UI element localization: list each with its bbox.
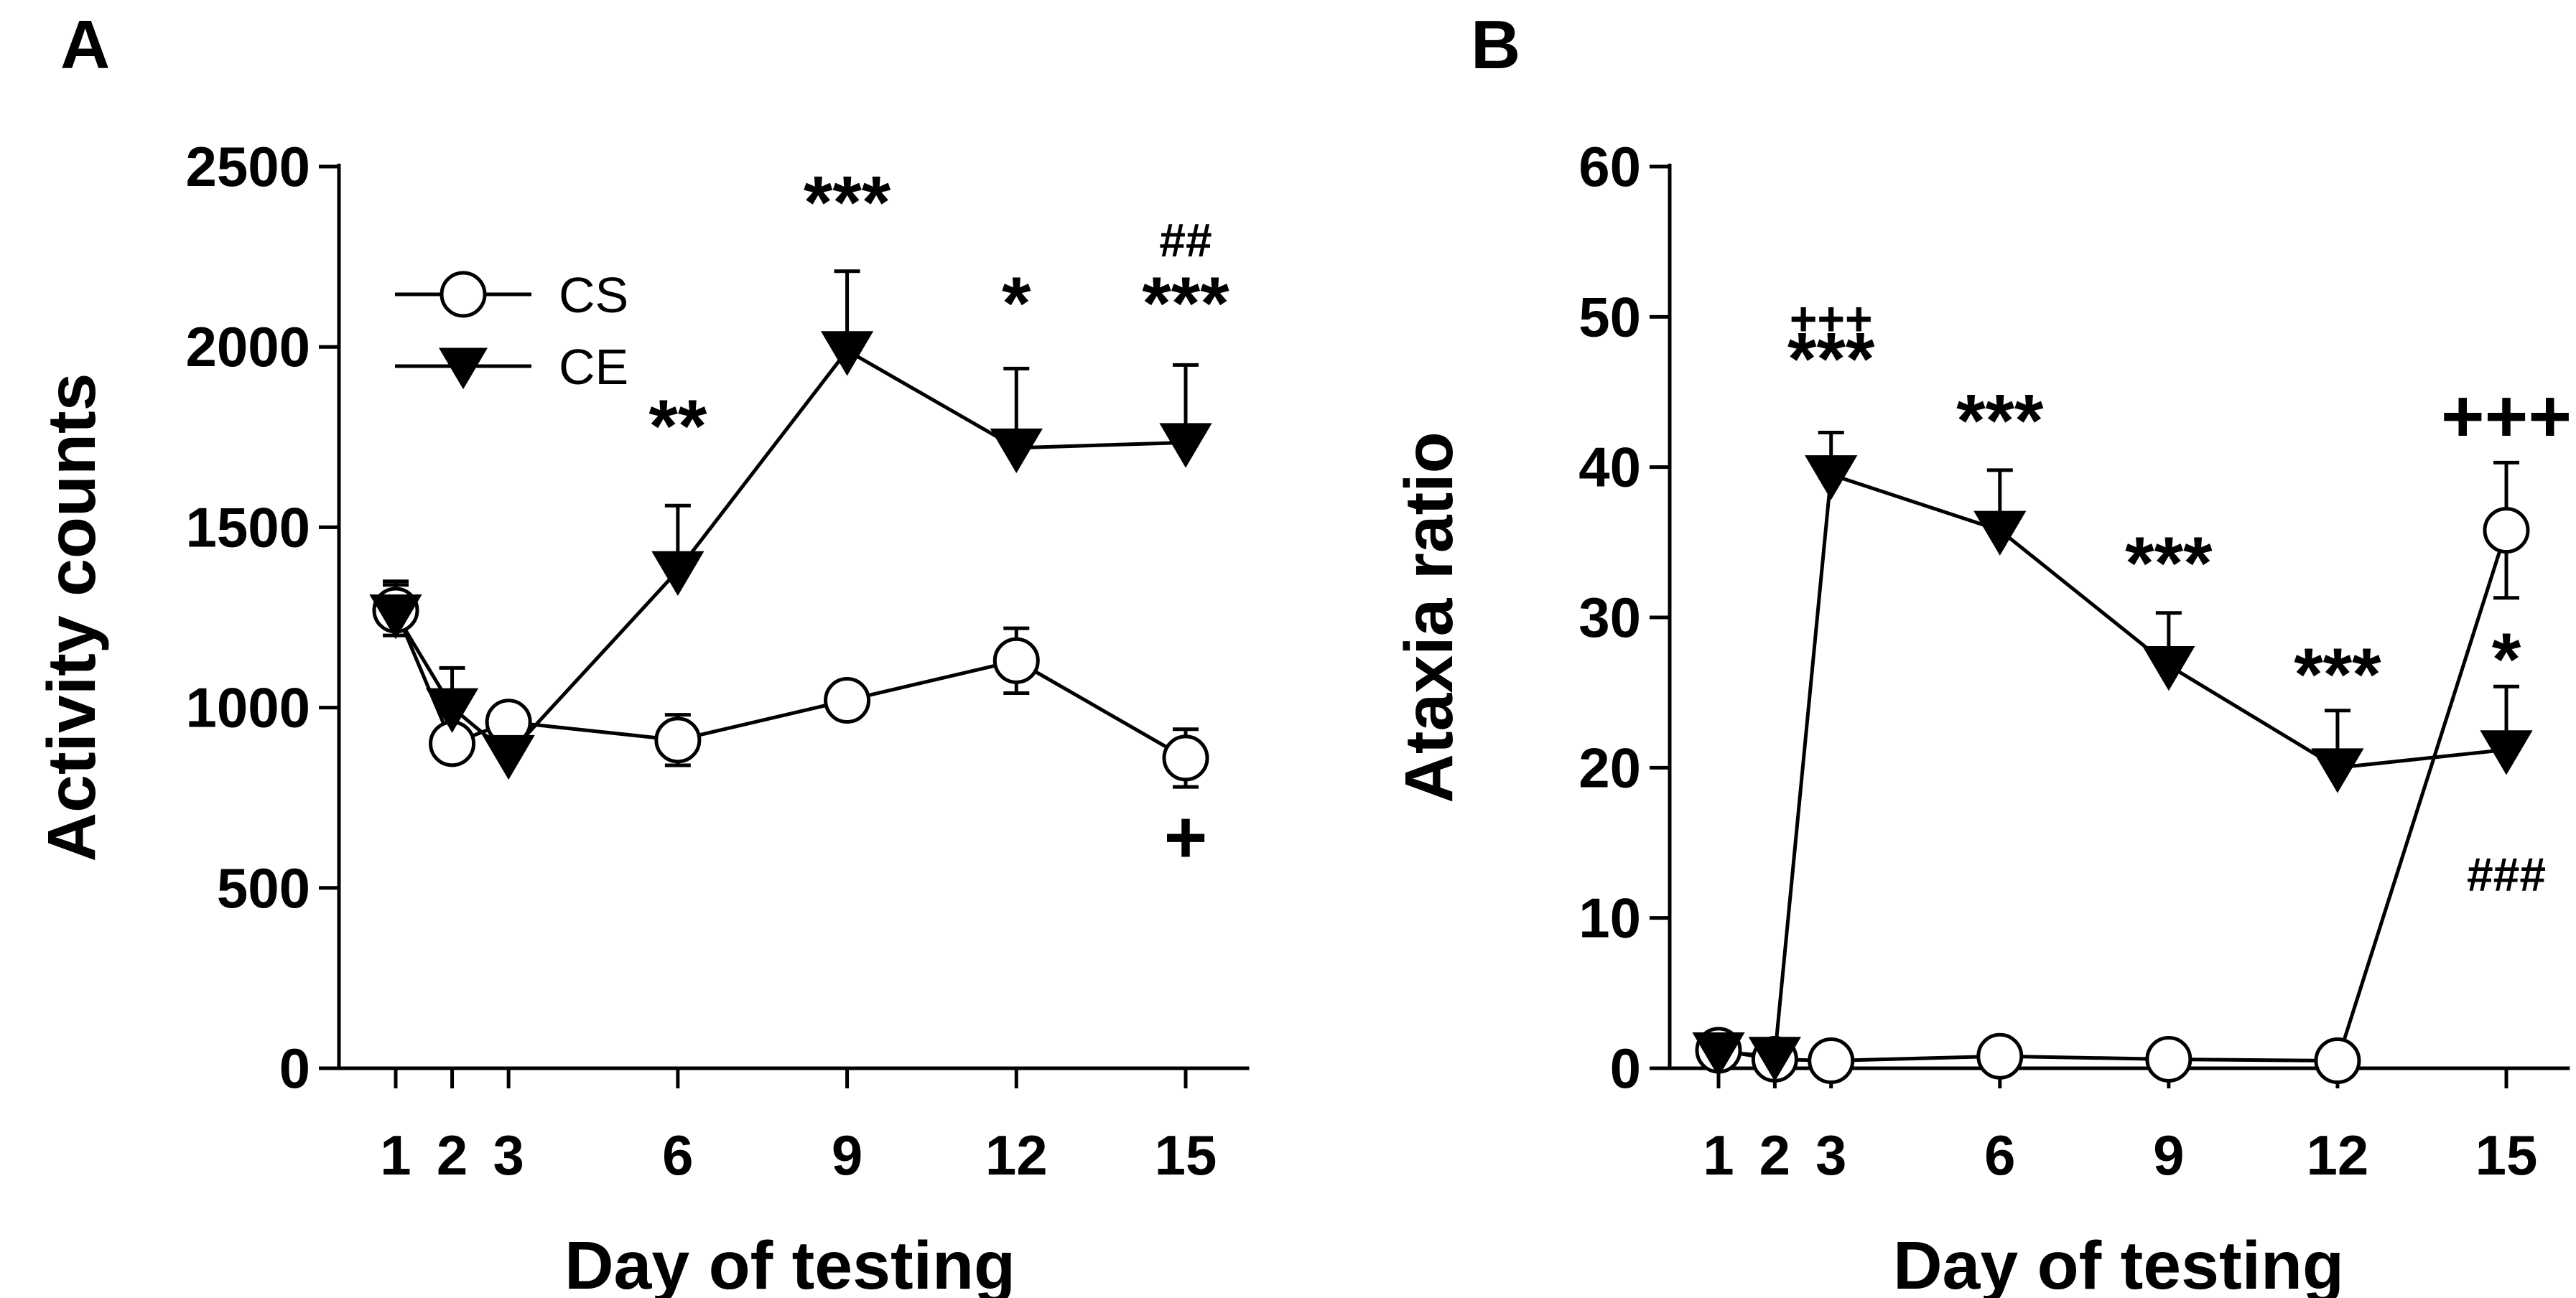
y-tick-label: 1000 [185, 676, 310, 739]
significance-marker: *** [1956, 379, 2044, 462]
x-tick-label: 1 [380, 1124, 411, 1187]
significance-marker: *** [1142, 262, 1229, 345]
legend-marker-CE [439, 347, 488, 390]
x-axis-title: Day of testing [564, 1228, 1015, 1298]
y-tick-label: 0 [1610, 1037, 1641, 1100]
legend-marker-CS [440, 271, 487, 318]
y-tick-label: 30 [1578, 586, 1641, 649]
point-CE [2142, 645, 2195, 691]
point-CS [2145, 1035, 2193, 1083]
point-CS [2483, 507, 2530, 554]
y-tick-label: 2000 [185, 315, 310, 378]
y-tick-label: 10 [1578, 887, 1641, 950]
point-CE [820, 331, 874, 376]
point-CE [1159, 423, 1212, 468]
point-CE [482, 734, 535, 780]
x-tick-label: 9 [2153, 1124, 2184, 1187]
point-CE [1805, 455, 1858, 500]
legend-label-CS: CS [559, 267, 628, 323]
y-tick-label: 2500 [185, 135, 310, 198]
x-tick-label: 15 [1155, 1124, 1217, 1187]
point-CS [2314, 1037, 2361, 1085]
significance-marker: *** [2125, 522, 2213, 605]
x-tick-label: 3 [1815, 1124, 1846, 1187]
x-tick-label: 15 [2475, 1124, 2538, 1187]
panel-label: B [1471, 6, 1520, 83]
series-line-CS [1718, 529, 2508, 1063]
point-CE [651, 551, 705, 596]
point-CE [1692, 1032, 1745, 1078]
x-tick-label: 6 [1984, 1124, 2015, 1187]
significance-marker: *** [804, 161, 891, 244]
significance-marker: +++ [1790, 291, 1873, 345]
x-tick-label: 9 [832, 1124, 862, 1187]
significance-marker: *** [1787, 318, 1875, 401]
y-tick-label: 40 [1578, 436, 1641, 499]
y-tick-label: 20 [1578, 736, 1641, 799]
x-tick-label: 6 [662, 1124, 693, 1187]
y-tick-label: 500 [217, 856, 310, 920]
significance-marker: * [1002, 262, 1031, 345]
point-CE [2311, 748, 2364, 793]
legend-label-CE: CE [559, 339, 628, 395]
x-tick-label: 2 [1759, 1124, 1790, 1187]
point-CE [2480, 730, 2533, 775]
panel-label: A [60, 6, 110, 83]
y-axis-title: Ataxia ratio [1391, 431, 1467, 803]
legend: CS CE [395, 267, 628, 395]
point-CS [824, 677, 871, 724]
significance-marker: ### [2467, 848, 2546, 901]
point-CE [369, 594, 422, 640]
point-CE [990, 428, 1043, 474]
significance-marker: ** [648, 385, 707, 468]
significance-marker: +++ [2441, 375, 2572, 458]
series-line-CE [1718, 472, 2507, 1058]
y-tick-label: 0 [279, 1037, 310, 1100]
x-tick-label: 12 [985, 1124, 1048, 1187]
x-tick-label: 3 [493, 1124, 524, 1187]
point-CS [1808, 1037, 1855, 1085]
y-axis-title: Activity counts [34, 373, 110, 862]
x-tick-label: 12 [2307, 1124, 2369, 1187]
series-line-CE [394, 347, 1186, 757]
x-tick-label: 2 [437, 1124, 468, 1187]
x-tick-label: 1 [1703, 1124, 1734, 1187]
point-CE [425, 688, 479, 733]
y-tick-label: 60 [1578, 135, 1641, 198]
point-CE [1973, 510, 2027, 556]
x-axis-title: Day of testing [1893, 1228, 2344, 1298]
significance-marker: *** [2294, 633, 2381, 716]
point-CS [992, 637, 1040, 684]
y-tick-label: 50 [1578, 285, 1641, 348]
point-CS [1162, 734, 1209, 782]
point-CS [654, 716, 702, 764]
y-tick-label: 1500 [185, 495, 310, 559]
point-CE [1748, 1037, 1801, 1082]
point-CS [1976, 1032, 2024, 1080]
significance-marker: + [1164, 796, 1208, 879]
significance-marker: * [2492, 618, 2521, 701]
significance-marker: ## [1159, 214, 1212, 267]
